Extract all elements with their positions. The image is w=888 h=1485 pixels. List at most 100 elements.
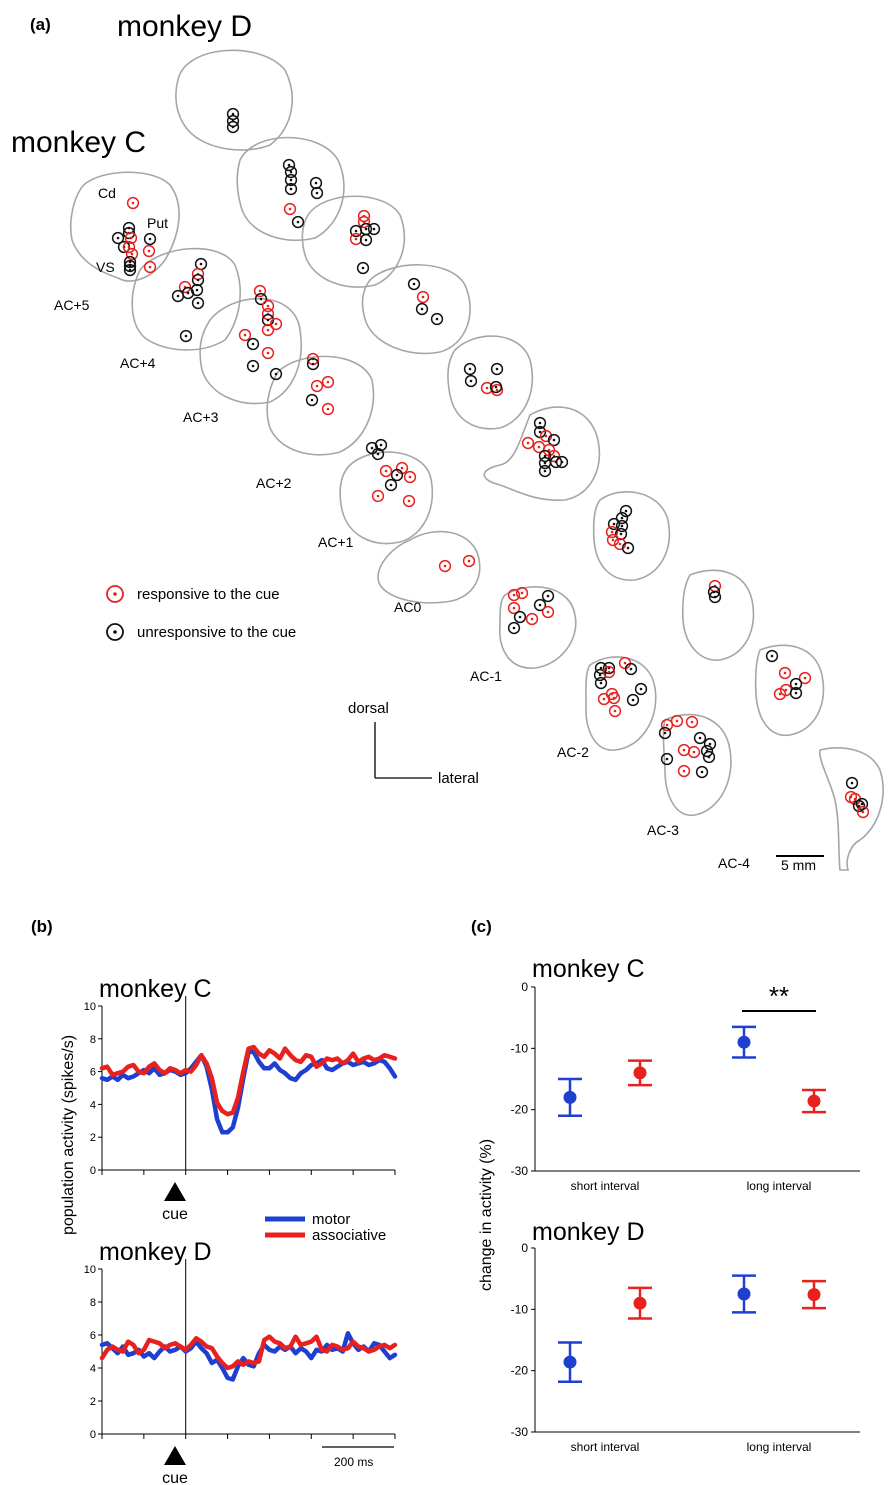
chart-b-top-title: monkey C (99, 975, 212, 1003)
site-dot (607, 670, 611, 674)
site-dot (538, 603, 542, 607)
site-ring (538, 449, 552, 463)
panel-label-a: (a) (30, 15, 51, 34)
scale-bar-b-label: 200 ms (334, 1455, 373, 1469)
responsive-site-marker (773, 687, 787, 701)
site-ring (702, 750, 716, 764)
section-outline-d4 (361, 264, 471, 355)
legend-a: responsive to the cue unresponsive to th… (106, 585, 296, 641)
responsive-site-marker (122, 240, 136, 254)
orientation-lateral: lateral (438, 770, 479, 787)
legend-unresponsive-marker (106, 623, 124, 641)
site-ring (261, 346, 275, 360)
site-dot (274, 322, 278, 326)
unresponsive-site-marker (708, 590, 722, 604)
unresponsive-site-marker (615, 519, 629, 533)
unresponsive-site-marker (693, 731, 707, 745)
section-label: AC0 (394, 599, 421, 615)
unresponsive-site-marker (430, 312, 444, 326)
unresponsive-site-marker (533, 416, 547, 430)
region-label-put: Put (147, 215, 168, 231)
site-dot (495, 367, 499, 371)
site-ring (541, 589, 555, 603)
site-ring (608, 704, 622, 718)
site-ring (306, 357, 320, 371)
section-outline-d7 (592, 491, 671, 581)
site-ring (687, 745, 701, 759)
site-dot (400, 466, 404, 470)
site-ring (703, 737, 717, 751)
site-ring (660, 752, 674, 766)
site-dot (794, 682, 798, 686)
unresponsive-site-marker (191, 273, 205, 287)
unresponsive-site-marker (845, 776, 859, 790)
site-dot (467, 559, 471, 563)
site-dot (618, 542, 622, 546)
section-outline-d1 (175, 49, 293, 151)
section-outline-ac-4 (819, 747, 884, 871)
site-dot (421, 295, 425, 299)
x-category-label: long interval (747, 1440, 812, 1454)
responsive-site-marker (143, 260, 157, 274)
site-ring (464, 374, 478, 388)
unresponsive-site-marker (291, 215, 305, 229)
unresponsive-site-marker (789, 686, 803, 700)
site-dot (287, 163, 291, 167)
site-dot (266, 351, 270, 355)
site-ring (111, 231, 125, 245)
responsive-site-marker (507, 588, 521, 602)
responsive-site-marker (261, 299, 275, 313)
site-dot (850, 781, 854, 785)
series-associative-errorbar (628, 1286, 652, 1320)
chart-b-bottom: 0 2 4 6 8 10 (84, 1259, 398, 1441)
section-label: AC-2 (557, 744, 589, 760)
site-dot (690, 720, 694, 724)
site-dot (128, 268, 132, 272)
site-dot (243, 333, 247, 337)
responsive-site-marker (283, 202, 297, 216)
site-ring (607, 517, 621, 531)
site-dot (598, 673, 602, 677)
y-tick-label: 0 (521, 1241, 528, 1255)
responsive-site-marker (515, 586, 529, 600)
site-ring (178, 280, 192, 294)
site-dot (543, 461, 547, 465)
panel-b: (b) monkey C monkey D population activit… (31, 917, 398, 1485)
responsive-site-marker (507, 601, 521, 615)
section-outline-ac-1 (499, 586, 577, 669)
site-dot (407, 499, 411, 503)
site-ring (416, 290, 430, 304)
site-dot (251, 342, 255, 346)
responsive-site-marker (677, 764, 691, 778)
site-dot (611, 538, 615, 542)
unresponsive-site-marker (789, 677, 803, 691)
responsive-site-marker (124, 231, 138, 245)
unresponsive-site-marker (384, 478, 398, 492)
site-ring (521, 436, 535, 450)
site-dot (251, 364, 255, 368)
responsive-site-marker (126, 196, 140, 210)
y-tick-label: 2 (90, 1132, 96, 1144)
responsive-site-marker (261, 346, 275, 360)
y-tick-label: 4 (90, 1099, 96, 1111)
cue-arrow-bottom (164, 1446, 186, 1465)
site-dot (311, 362, 315, 366)
site-dot (127, 245, 131, 249)
responsive-site-marker (357, 215, 371, 229)
section-outline-d3 (301, 195, 406, 288)
responsive-site-marker (310, 379, 324, 393)
y-tick-label: -10 (511, 1302, 529, 1316)
y-tick-label: 8 (90, 1034, 96, 1046)
site-ring (798, 671, 812, 685)
site-dot (784, 688, 788, 692)
x-category-label: short interval (571, 1179, 640, 1193)
site-ring (700, 744, 714, 758)
region-label-cd: Cd (98, 185, 116, 201)
panel-a: (a) monkey D monkey C (11, 10, 884, 873)
unresponsive-site-marker (513, 610, 527, 624)
orientation-indicator: dorsal lateral (348, 700, 479, 787)
series-motor-point (737, 1287, 751, 1301)
section-label: AC+1 (318, 534, 354, 550)
site-ring (634, 682, 648, 696)
site-ring (402, 494, 416, 508)
